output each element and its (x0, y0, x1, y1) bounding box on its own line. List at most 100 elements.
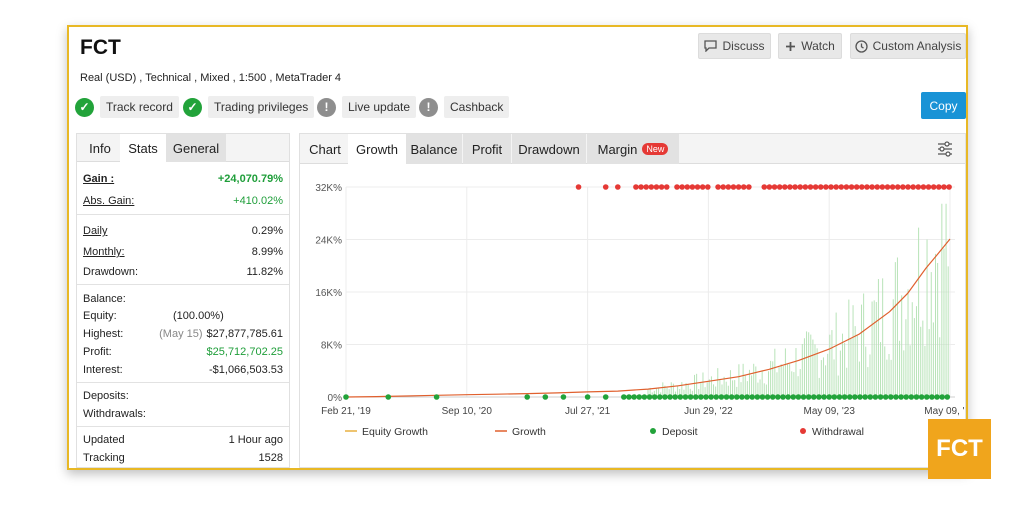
deposit-dot (682, 394, 689, 400)
deposit-dot (733, 394, 740, 400)
deposit-dot (821, 394, 827, 400)
stat-label: Equity: (83, 310, 117, 322)
plus-icon (785, 41, 796, 52)
deposit-dot (836, 394, 843, 400)
watch-button[interactable]: Watch (778, 33, 842, 59)
withdrawal-dot (864, 184, 870, 190)
deposit-dot (718, 394, 725, 400)
legend-swatch (800, 428, 806, 434)
deposit-dot (708, 394, 714, 400)
withdrawal-dot (648, 184, 655, 190)
stat-label[interactable]: Daily (83, 225, 108, 237)
copy-button[interactable]: Copy (921, 92, 966, 119)
stat-abs-gain: Abs. Gain: +410.02% (83, 192, 283, 210)
tab-general[interactable]: General (166, 134, 226, 162)
stat-monthly: Monthly: 8.99% (83, 243, 283, 261)
tab-profit[interactable]: Profit (463, 134, 511, 164)
tab-balance[interactable]: Balance (406, 134, 462, 164)
clock-icon (854, 39, 868, 53)
x-tick-label: Sep 10, '20 (442, 406, 493, 417)
deposit-dot (385, 394, 392, 400)
withdrawal-dot (894, 184, 901, 190)
stat-label[interactable]: Gain : (83, 173, 115, 185)
stat-label[interactable]: Abs. Gain: (83, 195, 135, 207)
deposit-dot (857, 394, 863, 400)
withdrawal-dot (633, 184, 639, 190)
sliders-icon[interactable] (936, 140, 954, 158)
deposit-dot (631, 394, 637, 400)
page-title: FCT (80, 36, 121, 59)
account-frame: FCT Real (USD) , Technical , Mixed , 1:5… (67, 25, 968, 470)
y-tick-label: 0% (328, 393, 343, 404)
deposit-dot (343, 394, 349, 400)
stat-value: -$1,066,503.53 (208, 364, 283, 376)
stat-equity: Equity: (100.00%) (83, 307, 283, 325)
deposit-dot (542, 394, 549, 400)
deposit-dot (739, 394, 745, 400)
badge-label: Live update (342, 96, 417, 118)
withdrawal-dot (905, 184, 911, 190)
deposit-dot (934, 394, 940, 400)
deposit-dot (713, 394, 720, 400)
deposit-dot (641, 394, 648, 400)
tab-margin[interactable]: Margin New (587, 134, 679, 164)
withdrawal-dot (915, 184, 922, 190)
withdrawal-dot (787, 184, 793, 190)
deposit-dot (877, 394, 884, 400)
badge-live-update[interactable]: ! Live update (317, 96, 417, 118)
x-tick-label: Feb 21, '19 (321, 406, 371, 417)
badge-cashback[interactable]: ! Cashback (419, 96, 510, 118)
tab-drawdown[interactable]: Drawdown (512, 134, 586, 164)
equity-bars (647, 203, 949, 397)
withdrawal-dot (684, 184, 691, 190)
account-subtitle: Real (USD) , Technical , Mixed , 1:500 ,… (80, 72, 342, 84)
deposit-dot (584, 394, 591, 400)
withdrawal-dot (848, 184, 855, 190)
withdrawal-dot (653, 184, 660, 190)
legend-label: Equity Growth (362, 426, 428, 438)
tab-stats[interactable]: Stats (120, 134, 166, 163)
comment-icon (704, 40, 718, 52)
badge-trading-privileges[interactable]: ✓ Trading privileges (183, 96, 315, 118)
tab-info[interactable]: Info (89, 140, 111, 156)
tab-chart[interactable]: Chart (309, 141, 341, 157)
deposit-dot (882, 394, 889, 400)
discuss-label: Discuss (722, 39, 765, 53)
badge-label: Track record (100, 96, 179, 118)
deposit-dot (703, 394, 709, 400)
deposit-dot (769, 394, 776, 400)
divider (77, 426, 289, 427)
stat-value: 1 Hour ago (228, 434, 283, 446)
badge-track-record[interactable]: ✓ Track record (75, 96, 179, 118)
deposit-dot (524, 394, 530, 400)
stat-label: Interest: (83, 364, 123, 376)
withdrawal-dot (807, 184, 814, 190)
tab-growth[interactable]: Growth (348, 134, 406, 165)
legend-swatch (650, 428, 656, 434)
stat-label[interactable]: Monthly: (83, 246, 125, 258)
withdrawal-markers (575, 184, 952, 190)
deposit-dot (672, 394, 678, 400)
x-tick-label: Jun 29, '22 (684, 406, 733, 417)
stat-label: Profit: (83, 346, 112, 358)
withdrawal-dot (812, 184, 819, 190)
y-tick-label: 16K% (315, 288, 342, 299)
custom-analysis-button[interactable]: Custom Analysis (850, 33, 966, 59)
stat-value: 8.99% (251, 246, 283, 258)
deposit-dot (888, 394, 894, 400)
stat-daily: Daily 0.29% (83, 222, 283, 240)
withdrawal-dot (859, 184, 865, 190)
stats-tabs: Info Stats General (77, 134, 289, 163)
growth-chart[interactable]: 32K% 24K% 16K% 8K% 0% Feb 21, '19 Sep 10, '20… (300, 165, 965, 467)
deposit-dot (667, 394, 673, 400)
deposit-dot (646, 394, 653, 400)
deposit-dot (862, 394, 868, 400)
withdrawal-dot (802, 184, 809, 190)
deposit-dot (692, 394, 699, 400)
withdrawal-dot (782, 184, 788, 190)
deposit-dot (723, 394, 730, 400)
discuss-button[interactable]: Discuss (698, 33, 771, 59)
deposit-dot (780, 394, 786, 400)
withdrawal-dot (910, 184, 916, 190)
deposit-dot (785, 394, 791, 400)
